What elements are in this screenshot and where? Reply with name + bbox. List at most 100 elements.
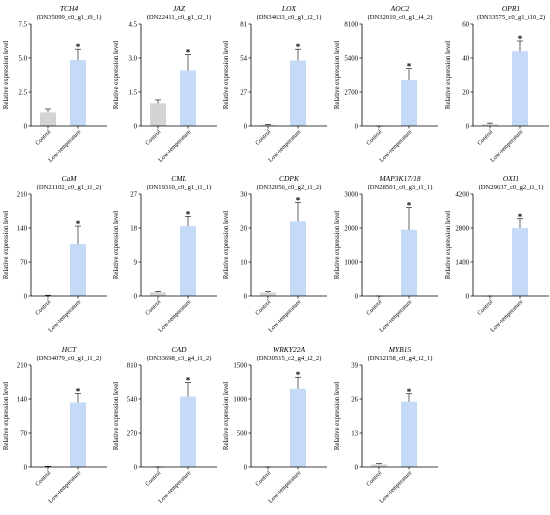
x-category-label: Low-temperature: [267, 469, 302, 504]
bar-low-temperature: [180, 226, 196, 296]
significance-star: *: [407, 387, 412, 397]
gene-name: CDPK: [279, 174, 300, 183]
gene-name: MAP3K17/18: [378, 174, 420, 183]
bar-low-temperature: [290, 60, 306, 126]
y-tick-label: 4.5: [129, 21, 138, 28]
y-tick-label: 0: [466, 293, 470, 300]
y-tick-label: 8100: [344, 21, 358, 28]
y-tick-label: 140: [17, 396, 28, 403]
y-tick-label: 1500: [233, 362, 247, 369]
y-tick-label: 270: [127, 430, 138, 437]
x-category-label: Low-temperature: [267, 298, 302, 333]
chart-panel-14: MYB15(DN32158_c0_g4_i2_1) * 0 13 26 39 Relativ…: [334, 345, 438, 505]
y-tick-label: 81: [240, 21, 247, 28]
x-category-label: Control: [34, 128, 53, 147]
gene-name: WRKY22A: [273, 345, 306, 354]
chart-panel-12: CAD(DN33698_c3_g4_i1_2) * 0 270 540 810 Relati…: [113, 345, 217, 505]
y-tick-label: 0: [355, 293, 359, 300]
y-tick-label: 210: [17, 362, 28, 369]
significance-star: *: [296, 196, 301, 206]
y-axis-label: Relative expression level: [223, 382, 230, 450]
y-tick-label: 5400: [344, 55, 358, 62]
chart-panel-6: CaM(DN21102_c0_g1_i1_2) * 0 70 140 210 Relativ…: [3, 174, 107, 334]
y-tick-label: 0: [24, 293, 28, 300]
bar-control: [260, 124, 276, 126]
chart-panel-7: CML(DN19310_c0_g1_i1_1) * 0 9 18 27 Relative e…: [113, 174, 217, 334]
significance-star: *: [518, 212, 523, 222]
y-tick-label: 5.0: [19, 55, 28, 62]
x-category-label: Low-temperature: [157, 128, 192, 163]
significance-star: *: [186, 376, 191, 386]
x-category-label: Low-temperature: [378, 469, 413, 504]
gene-id: (DN33575_c0_g1_i10_2): [477, 14, 545, 21]
bar-control: [40, 112, 56, 126]
y-tick-label: 70: [20, 430, 27, 437]
y-tick-label: 2700: [344, 89, 358, 96]
y-tick-label: 2.5: [19, 89, 28, 96]
y-tick-label: 20: [240, 225, 247, 232]
x-category-label: Control: [365, 298, 384, 317]
gene-id: (DN28501_c0_g3_i1_1): [368, 184, 433, 191]
y-tick-label: 0: [244, 123, 248, 130]
y-tick-label: 9: [134, 259, 138, 266]
x-category-label: Control: [365, 128, 384, 147]
bar-low-temperature: [290, 221, 306, 296]
chart-panel-9: MAP3K17/18(DN28501_c0_g3_i1_1) * 0 1000 2000…: [334, 174, 438, 334]
y-tick-label: 3.0: [129, 55, 138, 62]
chart-panel-8: CDPK(DN32056_c0_g2_i1_2) * 0 10 20 30 Relative…: [223, 174, 327, 334]
y-axis-label: Relative expression level: [334, 382, 341, 450]
y-tick-label: 2000: [344, 225, 358, 232]
y-axis-label: Relative expression level: [445, 41, 452, 109]
bar-low-temperature: [70, 60, 86, 126]
x-category-label: Low-temperature: [157, 298, 192, 333]
y-tick-label: 0: [244, 464, 248, 471]
x-category-label: Control: [144, 469, 163, 488]
x-category-label: Low-temperature: [378, 298, 413, 333]
y-tick-label: 18: [130, 225, 137, 232]
gene-name: CAD: [172, 345, 188, 354]
bar-low-temperature: [512, 228, 528, 296]
y-tick-label: 140: [17, 225, 28, 232]
significance-star: *: [407, 62, 412, 72]
chart-panel-2: JAZ(DN22411_c0_g1_i2_1) * 0 1.5 3.0 4.5 Relati…: [113, 4, 217, 164]
bar-control: [260, 292, 276, 296]
y-tick-label: 7.5: [19, 21, 28, 28]
y-tick-label: 0: [134, 123, 138, 130]
bar-control: [150, 292, 166, 296]
significance-star: *: [76, 387, 81, 397]
y-tick-label: 0: [355, 464, 359, 471]
y-tick-label: 0: [24, 123, 28, 130]
y-tick-label: 30: [240, 191, 247, 198]
chart-panel-4: AOC2(DN32010_c0_g1_i4_2) * 0 2700 5400 8100 Re…: [334, 4, 438, 164]
x-category-label: Control: [476, 298, 495, 317]
y-axis-label: Relative expression level: [3, 211, 10, 279]
gene-name: JAZ: [173, 4, 186, 13]
x-category-label: Low-temperature: [489, 128, 524, 163]
y-tick-label: 1000: [344, 259, 358, 266]
y-axis-label: Relative expression level: [113, 211, 120, 279]
gene-id: (DN32010_c0_g1_i4_2): [368, 14, 433, 21]
gene-id: (DN29637_c0_g2_i1_1): [479, 184, 544, 191]
gene-id: (DN21102_c0_g1_i1_2): [37, 184, 102, 191]
gene-id: (DN35099_c0_g1_i9_1): [37, 14, 102, 21]
gene-id: (DN34079_c0_g1_i1_2): [37, 355, 102, 362]
gene-id: (DN30515_c2_g4_i2_2): [257, 355, 322, 362]
y-tick-label: 210: [17, 191, 28, 198]
gene-id: (DN22411_c0_g1_i2_1): [147, 14, 212, 21]
bar-low-temperature: [401, 80, 417, 126]
y-tick-label: 0: [355, 123, 359, 130]
x-category-label: Control: [254, 469, 273, 488]
gene-id: (DN34633_c0_g1_i2_1): [257, 14, 322, 21]
y-tick-label: 54: [240, 55, 247, 62]
gene-name: HCT: [61, 345, 77, 354]
y-axis-label: Relative expression level: [445, 211, 452, 279]
gene-name: OXI1: [503, 174, 519, 183]
gene-name: LOX: [281, 4, 297, 13]
y-axis-label: Relative expression level: [3, 41, 10, 109]
significance-star: *: [186, 48, 191, 58]
x-category-label: Low-temperature: [489, 298, 524, 333]
gene-name: CaM: [62, 174, 78, 183]
bar-low-temperature: [401, 229, 417, 296]
y-tick-label: 60: [462, 21, 469, 28]
